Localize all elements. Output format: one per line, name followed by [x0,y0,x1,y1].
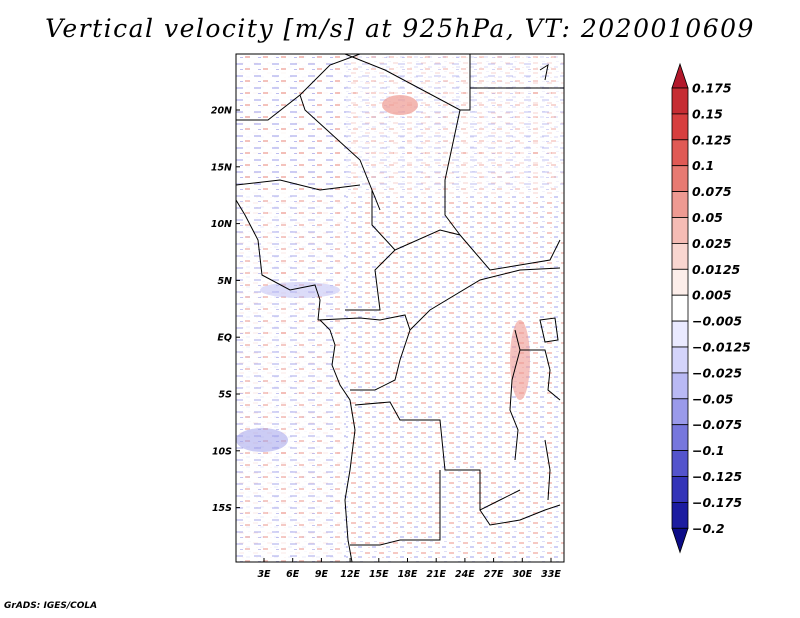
colorbar-label: −0.075 [692,417,742,432]
grads-credit: GrADS: IGES/COLA [4,601,98,611]
colorbar-min-triangle [671,527,689,554]
longitude-axis: 3E 6E 9E 12E 15E 18E 21E 24E 27E 30E 33E [257,558,561,580]
colorbar-swatch [671,346,689,374]
lon-tick-label: 9E [315,569,329,580]
lon-tick-label: 21E [426,569,446,580]
lat-tick-label: 15S [212,503,232,514]
lat-tick-label: 20N [211,106,232,117]
colorbar-swatch [671,217,689,244]
colorbar-swatch [671,398,689,426]
colorbar: 0.175 0.15 0.125 0.1 0.075 0.05 0.025 0.0125 0.0… [671,62,751,554]
lon-tick-label: 12E [340,569,360,580]
colorbar-swatch [671,87,689,115]
colorbar-label: −0.005 [692,314,742,329]
colorbar-label: −0.025 [692,365,742,380]
colorbar-max-triangle [671,62,689,89]
colorbar-swatch [671,320,689,348]
lon-tick-label: 6E [286,569,300,580]
lat-tick-label: 15N [211,162,232,173]
colorbar-swatch [671,501,689,529]
colorbar-label: 0.075 [692,184,732,199]
colorbar-label: 0.025 [692,236,732,251]
colorbar-swatch [671,450,689,477]
colorbar-swatch [671,476,689,503]
lon-tick-label: 24E [455,569,475,580]
lon-tick-label: 30E [512,569,532,580]
colorbar-label: 0.05 [692,210,723,225]
lat-tick-label: 10N [211,219,232,230]
lat-tick-label: 10S [212,446,232,457]
colorbar-label: −0.2 [692,521,725,536]
lat-tick-label: 5S [219,390,233,401]
lon-tick-label: 18E [398,569,418,580]
colorbar-swatch [671,268,689,296]
colorbar-label: 0.175 [692,81,732,96]
colorbar-label: 0.005 [692,288,732,303]
colorbar-swatch [671,242,689,270]
colorbar-label: 0.15 [692,106,723,121]
country-borders [236,54,564,562]
colorbar-swatch [671,113,689,141]
chart-title: Vertical velocity [m/s] at 925hPa, VT: 2… [45,14,755,43]
colorbar-swatch [671,139,689,167]
lat-tick-label: 5N [217,276,232,287]
colorbar-label: 0.0125 [692,262,741,277]
lon-tick-label: 27E [484,569,504,580]
colorbar-swatch [671,191,689,218]
latitude-axis: 20N 15N 10N 5N EQ 5S 10S 15S [211,106,240,514]
lon-tick-label: 3E [257,569,271,580]
colorbar-swatch [671,372,689,400]
colorbar-swatch [671,294,689,322]
lon-tick-label: 33E [541,569,561,580]
lon-tick-label: 15E [369,569,389,580]
colorbar-label: −0.1 [692,443,725,458]
lat-tick-label: EQ [217,333,232,344]
colorbar-label: −0.175 [692,495,742,510]
colorbar-label: −0.0125 [692,340,751,355]
map-frame [235,53,565,563]
colorbar-label: −0.125 [692,469,742,484]
colorbar-label: −0.05 [692,391,734,406]
colorbar-label: 0.1 [692,158,714,173]
vertical-velocity-field [236,54,564,562]
colorbar-swatch [671,424,689,452]
colorbar-swatch [671,165,689,192]
colorbar-label: 0.125 [692,132,732,147]
